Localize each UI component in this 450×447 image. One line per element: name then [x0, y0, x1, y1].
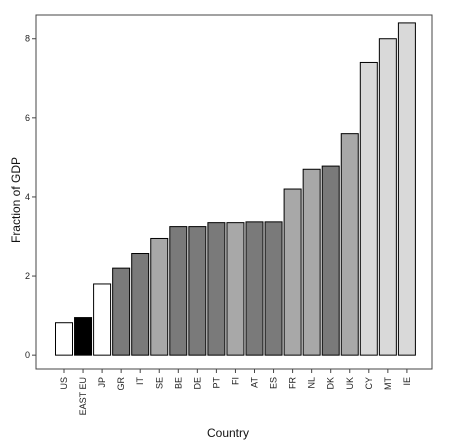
- y-tick-label: 4: [25, 192, 30, 202]
- x-axis-ticks: US EAST EU JP GR IT SE BE DE PT FI AT ES FR NL DK UK CY M…: [59, 369, 412, 415]
- x-tick-label: NL: [307, 377, 317, 389]
- bar-gr: [112, 267, 131, 356]
- bar-pt: [207, 222, 226, 356]
- bar-es: [264, 221, 283, 356]
- bar-se: [150, 237, 169, 356]
- x-tick-label: MT: [383, 377, 393, 390]
- bar-dk: [321, 165, 340, 356]
- x-tick-label: EAST EU: [78, 377, 88, 415]
- bar-nl: [302, 168, 321, 356]
- x-tick-label: CY: [364, 377, 374, 390]
- x-tick-label: DE: [192, 377, 202, 390]
- bar-fr: [283, 188, 302, 356]
- x-tick-label: JP: [97, 377, 107, 388]
- y-tick-label: 0: [25, 350, 30, 360]
- x-tick-label: UK: [345, 377, 355, 390]
- bar-mt: [378, 38, 397, 356]
- bar-de: [188, 226, 207, 356]
- x-tick-label: IT: [135, 376, 145, 385]
- y-tick-label: 2: [25, 271, 30, 281]
- x-tick-label: BE: [173, 377, 183, 389]
- x-tick-label: PT: [211, 377, 221, 389]
- x-tick-label: SE: [154, 377, 164, 389]
- bar-east-eu: [74, 317, 93, 356]
- x-tick-label: DK: [326, 377, 336, 390]
- bars-group: [55, 22, 416, 356]
- y-axis-title: Fraction of GDP: [9, 157, 23, 243]
- bar-cy: [359, 61, 378, 356]
- bar-uk: [340, 133, 359, 356]
- bar-be: [169, 226, 188, 356]
- x-tick-label: IE: [402, 377, 412, 386]
- x-tick-label: ES: [269, 377, 279, 389]
- x-tick-label: US: [59, 377, 69, 390]
- x-tick-label: FR: [288, 377, 298, 389]
- bar-jp: [93, 283, 112, 356]
- bar-ie: [397, 22, 416, 356]
- y-tick-label: 8: [25, 34, 30, 44]
- y-tick-label: 6: [25, 113, 30, 123]
- x-axis-title: Country: [207, 426, 249, 440]
- x-tick-label: FI: [230, 377, 240, 385]
- bar-fi: [226, 222, 245, 356]
- bar-us: [55, 322, 73, 356]
- y-axis-ticks: 0 2 4 6 8: [25, 34, 36, 360]
- bar-it: [131, 253, 150, 356]
- x-tick-label: AT: [250, 377, 260, 388]
- x-tick-label: GR: [116, 376, 126, 390]
- bar-at: [245, 221, 264, 356]
